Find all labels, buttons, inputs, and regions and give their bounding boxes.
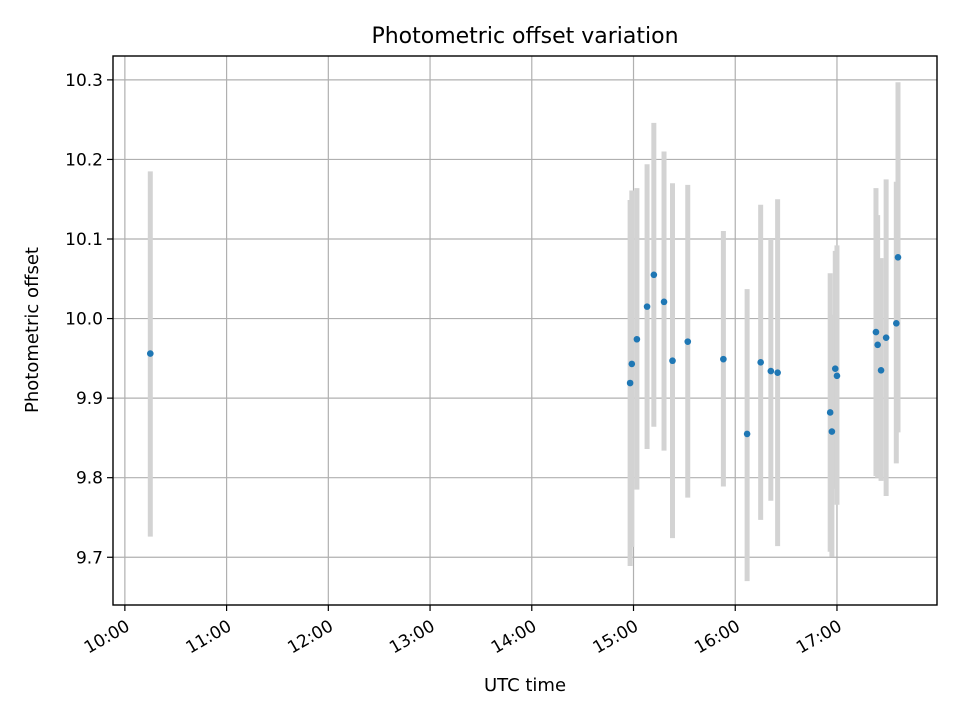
x-axis-label: UTC time bbox=[484, 675, 566, 696]
data-point bbox=[877, 366, 885, 374]
y-tick-label: 9.7 bbox=[76, 548, 103, 568]
data-point bbox=[650, 271, 658, 279]
data-point bbox=[684, 338, 692, 345]
y-tick-label: 9.9 bbox=[76, 389, 103, 409]
data-point bbox=[882, 334, 890, 341]
data-point bbox=[628, 360, 636, 368]
data-point bbox=[872, 328, 880, 336]
data-point bbox=[757, 359, 764, 366]
data-point bbox=[743, 430, 751, 438]
data-point bbox=[626, 379, 634, 387]
y-axis-label: Photometric offset bbox=[22, 247, 43, 413]
y-axis-ticks: 9.7 9.8 9.9 10.0 10.1 10.2 10.3 bbox=[65, 71, 113, 568]
plot-frame bbox=[112, 55, 938, 606]
y-tick-label: 10.0 bbox=[65, 310, 103, 330]
data-point bbox=[720, 355, 727, 363]
data-point bbox=[643, 303, 651, 310]
data-point bbox=[893, 320, 900, 327]
y-tick-label: 10.1 bbox=[65, 230, 103, 250]
data-point bbox=[833, 372, 841, 380]
data-point bbox=[669, 357, 676, 365]
data-point bbox=[894, 253, 902, 261]
data-point bbox=[147, 350, 154, 357]
y-tick-label: 9.8 bbox=[76, 469, 103, 489]
y-tick-label: 10.3 bbox=[65, 71, 103, 91]
data-point bbox=[874, 341, 881, 349]
data-point bbox=[633, 335, 641, 343]
data-points bbox=[147, 253, 902, 438]
data-point bbox=[774, 369, 781, 376]
data-point bbox=[826, 409, 834, 416]
data-point bbox=[767, 367, 775, 375]
data-point bbox=[828, 428, 836, 435]
data-point bbox=[660, 298, 668, 306]
y-tick-label: 10.2 bbox=[65, 150, 103, 170]
chart-title: Photometric offset variation bbox=[371, 24, 678, 49]
data-point bbox=[831, 365, 839, 372]
